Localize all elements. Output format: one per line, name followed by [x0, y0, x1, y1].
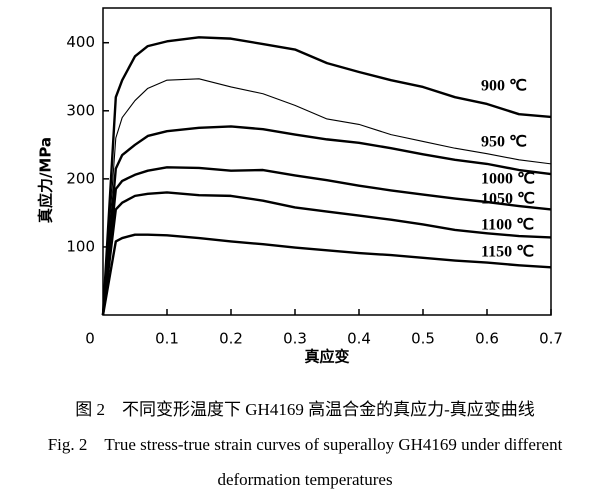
series-label: 950 ℃ — [481, 134, 527, 151]
x-tick-label: 0.7 — [539, 330, 563, 348]
series-line — [101, 125, 552, 316]
series-label: 900 ℃ — [481, 78, 527, 95]
series-line — [101, 191, 552, 316]
y-tick-label: 200 — [66, 169, 95, 187]
caption-en-2: deformation temperatures — [217, 470, 392, 489]
x-tick-label: 0.5 — [411, 330, 435, 348]
x-tick-label: 0.1 — [155, 330, 179, 348]
x-tick-label: 0.2 — [219, 330, 243, 348]
x-tick-label: 0.3 — [283, 330, 307, 348]
series-line — [102, 78, 552, 316]
series-label: 1150 ℃ — [481, 244, 534, 261]
y-tick-label: 100 — [66, 237, 95, 255]
x-tick-label: 0 — [85, 330, 95, 348]
series-line — [101, 36, 552, 316]
caption-cn: 图 2 不同变形温度下 GH4169 高温合金的真应力-真应变曲线 — [75, 400, 534, 419]
y-axis-label: 真应力/MPa — [37, 137, 55, 223]
series-label: 1000 ℃ — [481, 171, 535, 188]
series-label: 1050 ℃ — [481, 191, 535, 208]
series-label: 1100 ℃ — [481, 217, 534, 234]
plot-frame — [102, 7, 552, 316]
x-tick-label: 0.4 — [347, 330, 371, 348]
caption-en: Fig. 2 True stress-true strain curves of… — [48, 435, 563, 454]
series-line — [101, 233, 552, 316]
x-axis-label: 真应变 — [304, 348, 349, 366]
y-tick-label: 400 — [66, 33, 95, 51]
series-line — [101, 166, 552, 316]
x-tick-label: 0.6 — [475, 330, 499, 348]
y-tick-label: 300 — [66, 101, 95, 119]
